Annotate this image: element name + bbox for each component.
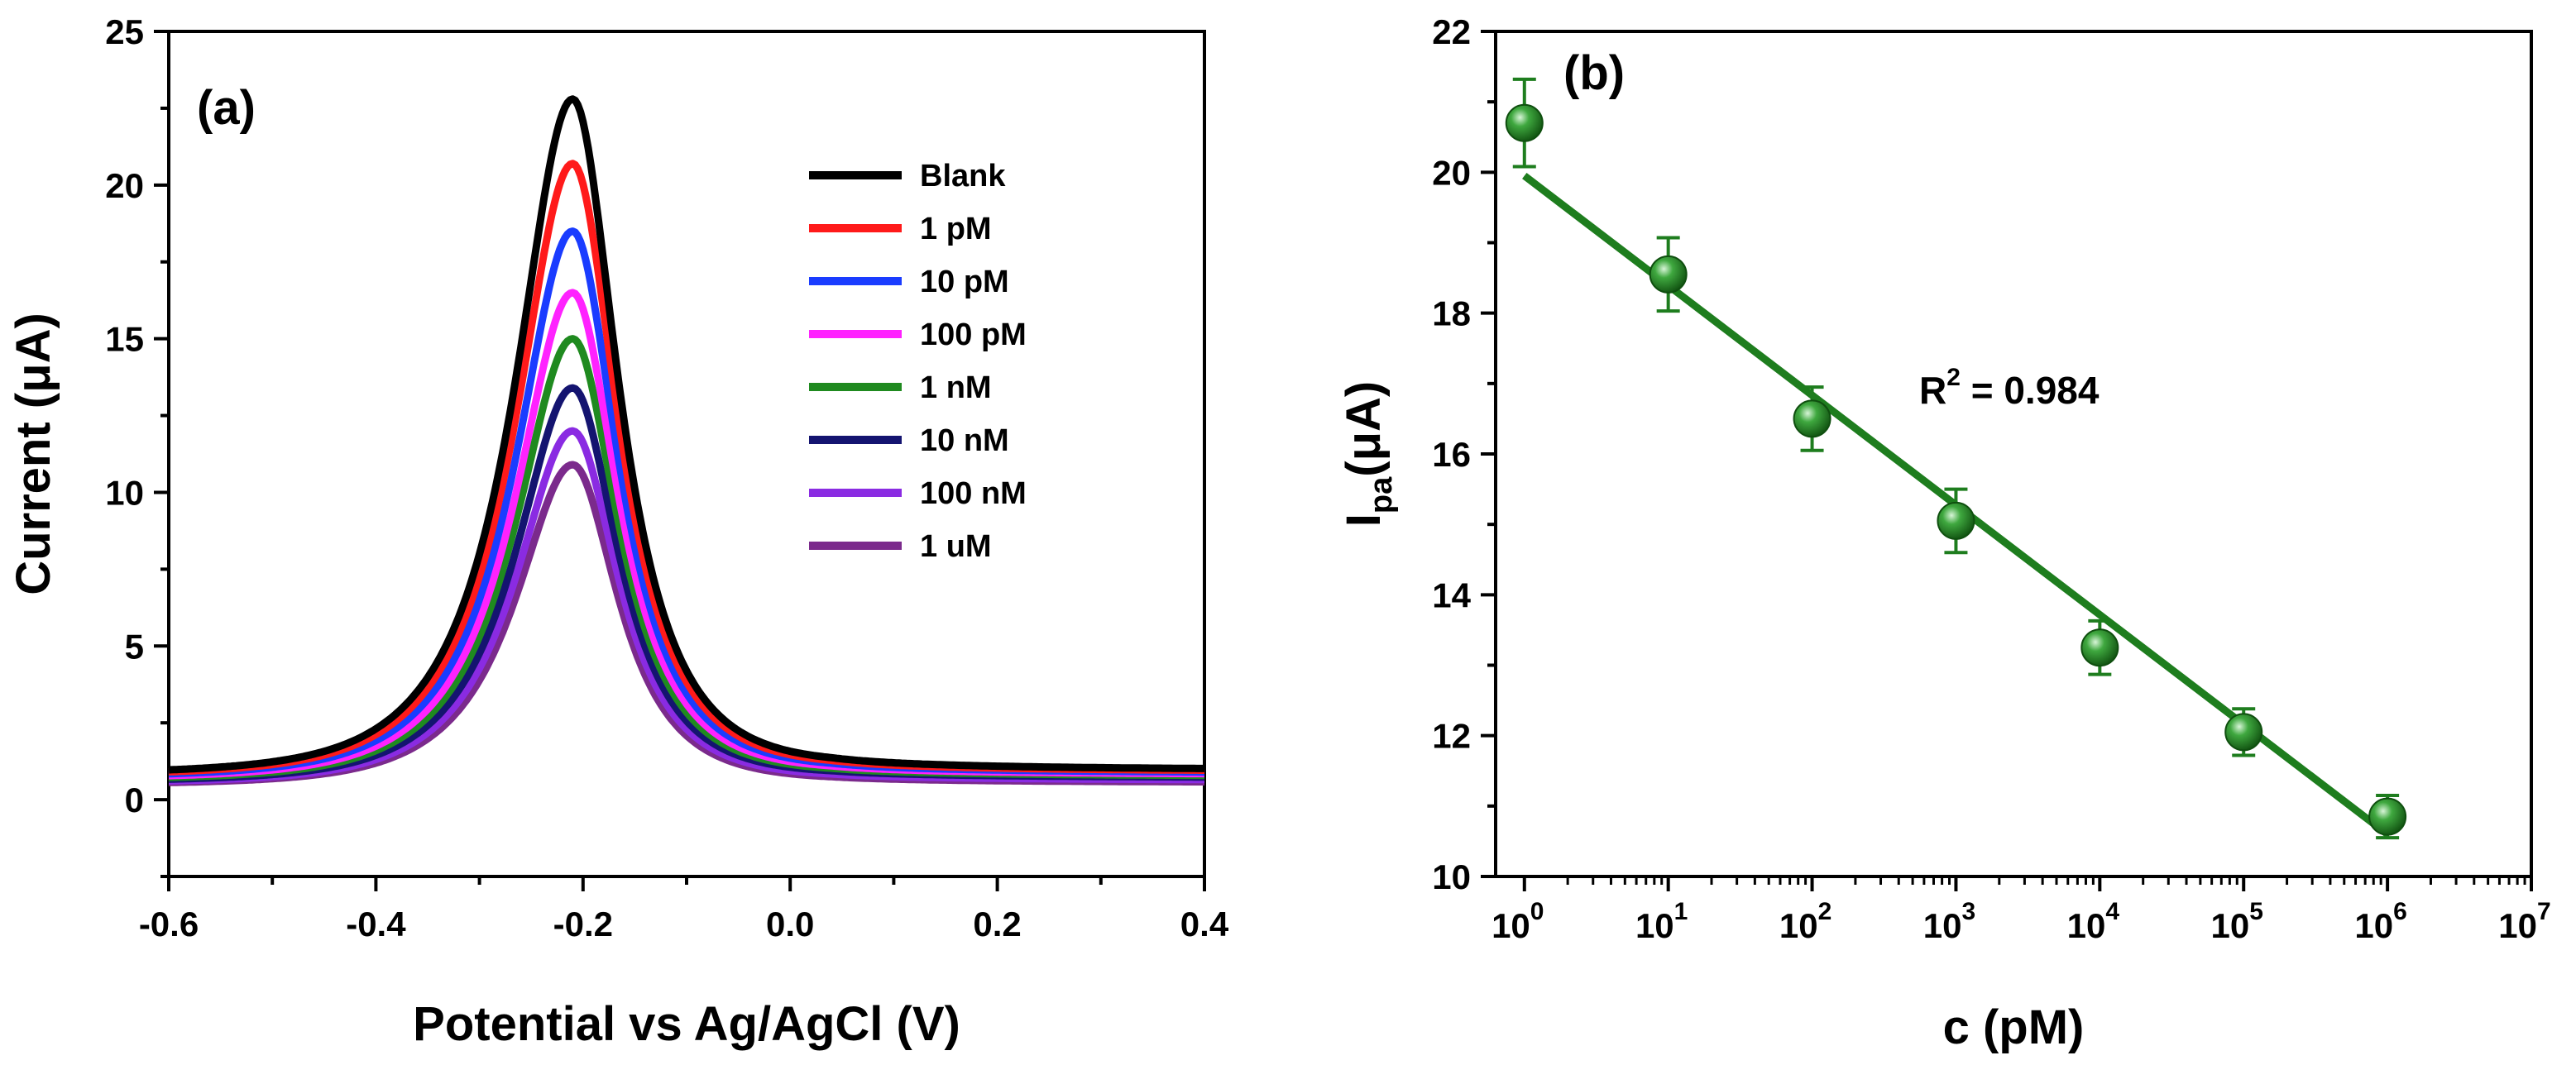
x-tick-label: -0.6	[139, 905, 199, 943]
y-title-unit: (μA)	[1337, 381, 1391, 477]
y-tick-label: 18	[1432, 294, 1471, 333]
x-tick-label: 104	[2067, 898, 2120, 945]
panel-a-y-axis-title: Current (μA)	[7, 313, 60, 595]
curve-1-pm	[167, 160, 1206, 776]
panel-b-points	[1505, 77, 2407, 840]
curve-10-nm	[167, 384, 1206, 783]
x-tick-exponent: 6	[2393, 898, 2407, 925]
x-tick-label: 0.4	[1180, 905, 1229, 943]
data-point	[1793, 399, 1831, 438]
panel-b-y-ticks: 10 12 14 16 18 20 22	[1432, 12, 1496, 896]
panel-a-label: (a)	[197, 81, 256, 135]
y-tick-label: 25	[105, 12, 144, 51]
x-tick-exponent: 4	[2105, 898, 2119, 925]
x-tick-base: 10	[2067, 906, 2106, 945]
r-squared-symbol: R	[1919, 369, 1946, 412]
y-tick-label: 10	[105, 473, 144, 512]
panel-b-x-ticks: 100 101 102 103 104 105 106 107	[1491, 876, 2551, 945]
panel-b-plot-frame	[1494, 30, 2533, 878]
legend-label: 100 pM	[920, 318, 1027, 352]
panel-a-y-ticks: 0 5 10 15 20 25	[105, 12, 169, 878]
x-tick-base: 10	[1491, 906, 1530, 945]
y-tick-label: 0	[125, 781, 144, 819]
data-point	[2080, 628, 2119, 667]
data-point	[1937, 501, 1975, 540]
panel-a-voltammogram: -0.6 -0.4 -0.2 0.0 0.2 0.4 0 5 10 15 20 25 (a) Pot…	[7, 12, 1229, 1051]
y-tick-label: 5	[125, 627, 144, 666]
x-tick-label: 100	[1491, 898, 1544, 945]
y-tick-label: 12	[1432, 717, 1471, 756]
legend-label: 1 nM	[920, 370, 992, 405]
panel-b-label: (b)	[1563, 46, 1625, 100]
x-tick-exponent: 0	[1530, 898, 1544, 925]
x-tick-exponent: 2	[1818, 898, 1832, 925]
curve-1-um	[167, 461, 1206, 786]
y-tick-label: 22	[1432, 12, 1471, 51]
x-tick-label: -0.2	[553, 905, 613, 943]
panel-a-curves	[167, 95, 1206, 786]
data-point	[2224, 713, 2263, 752]
x-tick-base: 10	[2354, 906, 2393, 945]
x-tick-label: 103	[1923, 898, 1975, 945]
legend-label: 10 nM	[920, 423, 1009, 458]
legend-label: Blank	[920, 159, 1006, 193]
curve-10-pm	[167, 227, 1206, 778]
y-tick-label: 20	[1432, 153, 1471, 192]
legend-label: 100 nM	[920, 476, 1027, 511]
panel-b-x-axis-title: c (pM)	[1943, 1001, 2085, 1054]
x-tick-base: 10	[2211, 906, 2250, 945]
curve-100-pm	[167, 289, 1206, 780]
y-title-main: I	[1337, 513, 1391, 527]
curve-1-nm	[167, 335, 1206, 781]
x-tick-label: 107	[2498, 898, 2550, 945]
legend-label: 1 pM	[920, 212, 992, 246]
x-tick-label: 0.0	[766, 905, 814, 943]
x-tick-exponent: 3	[1961, 898, 1975, 925]
panel-a-x-axis-title: Potential vs Ag/AgCl (V)	[413, 997, 960, 1051]
x-tick-label: -0.4	[346, 905, 406, 943]
curve-blank	[167, 95, 1206, 774]
x-tick-exponent: 5	[2249, 898, 2263, 925]
legend-label: 10 pM	[920, 265, 1009, 299]
y-title-subscript: pa	[1364, 476, 1399, 513]
x-tick-base: 10	[2498, 906, 2537, 945]
x-tick-label: 102	[1779, 898, 1831, 945]
x-tick-base: 10	[1635, 906, 1674, 945]
panel-b-y-axis-title: Ipa(μA)	[1337, 381, 1399, 527]
x-tick-label: 0.2	[973, 905, 1021, 943]
panel-b-r-squared: R2 = 0.984	[1919, 364, 2100, 412]
x-tick-label: 101	[1635, 898, 1688, 945]
r-squared-superscript: 2	[1946, 364, 1961, 391]
r-squared-value: = 0.984	[1961, 369, 2100, 412]
panel-b-calibration: 100 101 102 103 104 105 106 107 10121416182022 …	[1337, 12, 2551, 1054]
x-tick-base: 10	[1923, 906, 1962, 945]
x-tick-base: 10	[1779, 906, 1818, 945]
legend-label: 1 uM	[920, 529, 992, 564]
y-tick-label: 16	[1432, 435, 1471, 474]
panel-a-legend: Blank 1 pM 10 pM 100 pM 1 nM 10 nM 100 nM 1 uM	[809, 159, 1027, 564]
data-point	[1649, 255, 1688, 294]
panel-a-x-ticks: -0.6 -0.4 -0.2 0.0 0.2 0.4	[139, 876, 1229, 943]
y-tick-label: 14	[1432, 575, 1471, 614]
x-tick-label: 105	[2211, 898, 2263, 945]
data-point	[2368, 797, 2407, 836]
y-tick-label: 20	[105, 166, 144, 205]
y-tick-label: 15	[105, 320, 144, 359]
data-point	[1505, 103, 1544, 142]
x-tick-label: 106	[2354, 898, 2406, 945]
curve-100-nm	[167, 427, 1206, 785]
x-tick-exponent: 1	[1674, 898, 1688, 925]
y-tick-label: 10	[1432, 857, 1471, 896]
x-tick-exponent: 7	[2537, 898, 2551, 925]
